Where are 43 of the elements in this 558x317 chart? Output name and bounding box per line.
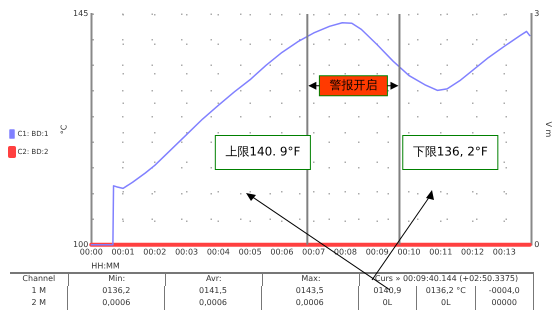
text: 2 M [10, 298, 68, 310]
x-tick-label: 00:08 [334, 248, 357, 257]
annotation: 下限136, 2°F [412, 144, 488, 159]
text: 00000 [476, 298, 534, 310]
x-axis-title: HH:MM [91, 261, 120, 270]
text: 0,0006 [165, 298, 262, 310]
x-tick-label: 00:11 [429, 248, 452, 257]
x-tick-label: 00:02 [143, 248, 166, 257]
x-tick-label: 00:12 [461, 248, 484, 257]
text: Curs » 00:09:40.144 (+02:50.3375) [360, 274, 534, 286]
y2-tick-label: 3 [534, 9, 540, 18]
text: 0,0006 [68, 298, 166, 310]
y2-axis-title: V m [544, 121, 554, 138]
text: 0L [358, 298, 418, 310]
text: Channel [10, 274, 69, 286]
y-tick-label: 145 [73, 9, 88, 18]
x-tick-label: 00:06 [270, 248, 294, 257]
x-tick-label: 00:13 [492, 248, 516, 257]
annotation: 警报开启 [329, 78, 378, 92]
x-tick-label: 00:04 [206, 248, 230, 257]
text: 0136,2 °C [417, 286, 476, 298]
text: Max: [262, 274, 360, 286]
text: 0141,5 [165, 286, 262, 298]
x-tick-label: 00:03 [175, 248, 198, 257]
x-tick-label: 00:00 [80, 248, 103, 257]
text: Min: [68, 274, 166, 286]
y2-tick-label: 0 [534, 240, 540, 249]
x-tick-label: 00:01 [112, 248, 135, 257]
x-tick-label: 00:07 [302, 248, 326, 257]
x-tick-label: 00:09 [366, 248, 389, 257]
text: 0143,5 [262, 286, 359, 298]
annotation: 上限140. 9°F [225, 144, 300, 159]
text: 0140,9 [358, 286, 418, 298]
text: -0004,0 [476, 286, 534, 298]
y-axis-title: °C [59, 124, 68, 134]
text: Avr: [166, 274, 263, 286]
text: 0136,2 [68, 286, 166, 298]
text: 0L [417, 298, 476, 310]
y-tick-label: 100 [73, 240, 88, 249]
x-tick-label: 00:05 [238, 248, 262, 257]
text: 1 M [10, 286, 68, 298]
x-tick-label: 00:10 [397, 248, 421, 257]
text: 0,0006 [262, 298, 359, 310]
